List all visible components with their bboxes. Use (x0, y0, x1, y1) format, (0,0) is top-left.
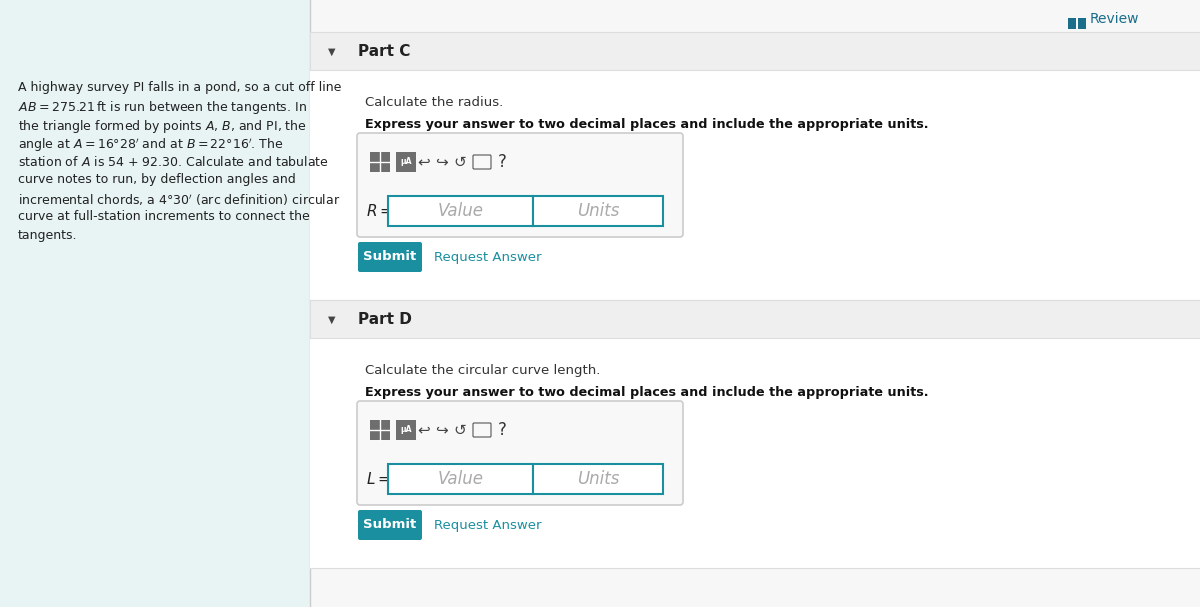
Text: μA: μA (401, 426, 412, 435)
Text: Value: Value (438, 202, 484, 220)
Text: the triangle formed by points $A$, $B$, and PI, the: the triangle formed by points $A$, $B$, … (18, 118, 307, 135)
Text: Part C: Part C (358, 44, 410, 58)
Text: ?: ? (498, 153, 506, 171)
Text: ▼: ▼ (329, 315, 336, 325)
Bar (396, 152, 416, 172)
Bar (533, 464, 662, 494)
FancyBboxPatch shape (358, 510, 422, 540)
Bar (388, 196, 533, 226)
Text: μA: μA (401, 157, 412, 166)
Text: $AB = 275.21\,\mathrm{ft}$ is run between the tangents. In: $AB = 275.21\,\mathrm{ft}$ is run betwee… (18, 100, 307, 117)
Text: Calculate the radius.: Calculate the radius. (365, 96, 503, 109)
Text: Part D: Part D (358, 311, 412, 327)
Text: Request Answer: Request Answer (434, 251, 541, 263)
Text: ↪: ↪ (436, 422, 449, 438)
Bar (388, 464, 533, 494)
Text: Submit: Submit (364, 251, 416, 263)
Text: ↩: ↩ (418, 422, 431, 438)
Text: curve at full-station increments to connect the: curve at full-station increments to conn… (18, 211, 310, 223)
Text: ↩: ↩ (418, 155, 431, 169)
Bar (370, 420, 390, 440)
Text: ↺: ↺ (454, 155, 467, 169)
Text: A highway survey PI falls in a pond, so a cut off line: A highway survey PI falls in a pond, so … (18, 81, 341, 94)
Bar (310, 338, 1200, 568)
Bar (310, 70, 1200, 300)
Text: Express your answer to two decimal places and include the appropriate units.: Express your answer to two decimal place… (365, 386, 929, 399)
Text: Express your answer to two decimal places and include the appropriate units.: Express your answer to two decimal place… (365, 118, 929, 131)
Text: curve notes to run, by deflection angles and: curve notes to run, by deflection angles… (18, 174, 295, 186)
Text: Units: Units (577, 202, 619, 220)
Text: angle at $A = 16°28'$ and at $B = 22°16'$. The: angle at $A = 16°28'$ and at $B = 22°16'… (18, 137, 283, 154)
Bar (370, 152, 390, 172)
Text: ↪: ↪ (436, 155, 449, 169)
Text: tangents.: tangents. (18, 229, 78, 242)
FancyBboxPatch shape (358, 133, 683, 237)
Text: incremental chords, a $4°30'$ (arc definition) circular: incremental chords, a $4°30'$ (arc defin… (18, 192, 341, 208)
FancyBboxPatch shape (358, 242, 422, 272)
Text: station of $A$ is 54 + 92.30. Calculate and tabulate: station of $A$ is 54 + 92.30. Calculate … (18, 155, 329, 169)
Text: Calculate the circular curve length.: Calculate the circular curve length. (365, 364, 600, 377)
Text: Value: Value (438, 470, 484, 488)
Bar (0, 0, 310, 607)
Text: Request Answer: Request Answer (434, 518, 541, 532)
Bar (310, 32, 1200, 70)
Text: Submit: Submit (364, 518, 416, 532)
Text: $L=$: $L=$ (366, 471, 390, 487)
Bar (1068, 18, 1076, 29)
Text: ?: ? (498, 421, 506, 439)
Bar (310, 300, 1200, 338)
Bar (396, 420, 416, 440)
Bar (533, 196, 662, 226)
Text: ▼: ▼ (329, 47, 336, 57)
Bar (1078, 18, 1086, 29)
FancyBboxPatch shape (358, 401, 683, 505)
Text: ↺: ↺ (454, 422, 467, 438)
Bar (310, 0, 1200, 607)
Text: Units: Units (577, 470, 619, 488)
Text: $R=$: $R=$ (366, 203, 392, 219)
Text: Review: Review (1090, 12, 1140, 26)
